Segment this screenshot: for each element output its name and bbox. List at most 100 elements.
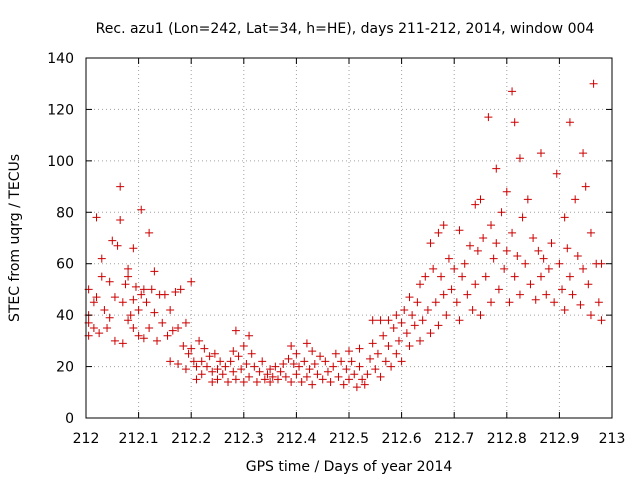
data-point (523, 195, 532, 204)
data-point (292, 370, 301, 379)
y-tick-label: 60 (56, 257, 74, 273)
data-point (166, 306, 175, 314)
data-point (534, 246, 543, 255)
x-tick-label: 212.9 (539, 431, 579, 447)
data-point (471, 280, 480, 289)
data-point (510, 272, 519, 281)
data-point (231, 326, 240, 335)
data-point (502, 246, 511, 255)
data-point (492, 239, 501, 248)
data-point (121, 280, 130, 289)
data-point (544, 264, 553, 273)
data-point (105, 277, 114, 286)
data-point (547, 239, 556, 248)
data-point (345, 375, 353, 384)
data-point (181, 365, 190, 374)
data-point (476, 311, 485, 320)
data-point (481, 272, 490, 281)
data-point (97, 254, 106, 263)
data-point (245, 331, 254, 340)
data-point (558, 285, 567, 294)
data-point (515, 154, 524, 163)
data-point (431, 298, 440, 307)
x-tick-label: 212.3 (224, 431, 264, 447)
data-point (437, 272, 446, 281)
data-point (479, 234, 488, 242)
data-point (302, 339, 311, 348)
x-tick-label: 212.6 (382, 431, 422, 447)
data-point (555, 259, 564, 268)
data-point (239, 342, 248, 350)
y-tick-labels: 0 20 40 60 80 100 120 140 (47, 51, 74, 427)
data-point (334, 372, 343, 381)
y-tick-label: 40 (56, 308, 74, 324)
data-point (373, 349, 382, 358)
data-point (255, 367, 264, 376)
data-point (252, 378, 261, 386)
data-point (263, 370, 272, 379)
data-point (355, 362, 364, 371)
data-point (318, 375, 327, 384)
data-point (597, 259, 606, 268)
y-tick-label: 20 (56, 360, 74, 376)
data-point (229, 347, 238, 356)
data-point (145, 228, 154, 237)
data-point (205, 352, 214, 361)
data-point (184, 349, 193, 358)
data-point (368, 339, 377, 348)
data-point (345, 347, 353, 356)
data-point (297, 378, 306, 386)
data-point (266, 378, 275, 386)
data-point (271, 362, 280, 371)
data-point (174, 324, 183, 332)
data-point (408, 311, 417, 320)
data-point (405, 293, 414, 302)
data-point (579, 264, 588, 273)
y-tick-label: 0 (65, 411, 74, 427)
data-point (137, 205, 146, 214)
data-point (195, 336, 204, 345)
data-point (487, 221, 496, 230)
data-point (118, 339, 127, 348)
data-point (281, 372, 290, 381)
data-point (158, 318, 167, 327)
data-point (397, 357, 406, 366)
data-point (142, 298, 151, 307)
data-point (118, 298, 127, 307)
data-point (450, 264, 459, 273)
data-point (392, 311, 401, 320)
data-point (316, 352, 325, 361)
data-point (536, 149, 545, 158)
data-point (221, 362, 230, 371)
data-point (250, 362, 259, 371)
data-point (571, 195, 580, 204)
data-point (536, 272, 545, 281)
data-point (126, 311, 135, 320)
data-point (410, 321, 419, 330)
data-point (103, 324, 112, 332)
data-point (287, 378, 296, 386)
data-point (279, 360, 288, 368)
data-point (92, 293, 101, 302)
y-tick-label: 100 (47, 154, 74, 170)
data-point (97, 272, 106, 281)
data-point (287, 342, 296, 350)
data-point (171, 288, 180, 296)
data-point (134, 331, 143, 340)
data-point (434, 321, 443, 330)
data-point (455, 316, 464, 325)
data-point (310, 360, 319, 368)
x-tick-label: 212.2 (171, 431, 211, 447)
data-point (502, 187, 511, 196)
x-tick-labels: 212 212.1 212.2 212.3 212.4 212.5 212.6 212.7 21… (73, 431, 626, 447)
data-point (179, 342, 188, 350)
data-point (110, 293, 119, 302)
data-point (581, 182, 590, 191)
data-point (208, 378, 217, 386)
data-point (308, 347, 317, 356)
data-point (166, 357, 175, 366)
data-point (439, 221, 448, 230)
data-point (355, 344, 364, 353)
data-point (360, 380, 369, 389)
data-point (508, 228, 517, 237)
